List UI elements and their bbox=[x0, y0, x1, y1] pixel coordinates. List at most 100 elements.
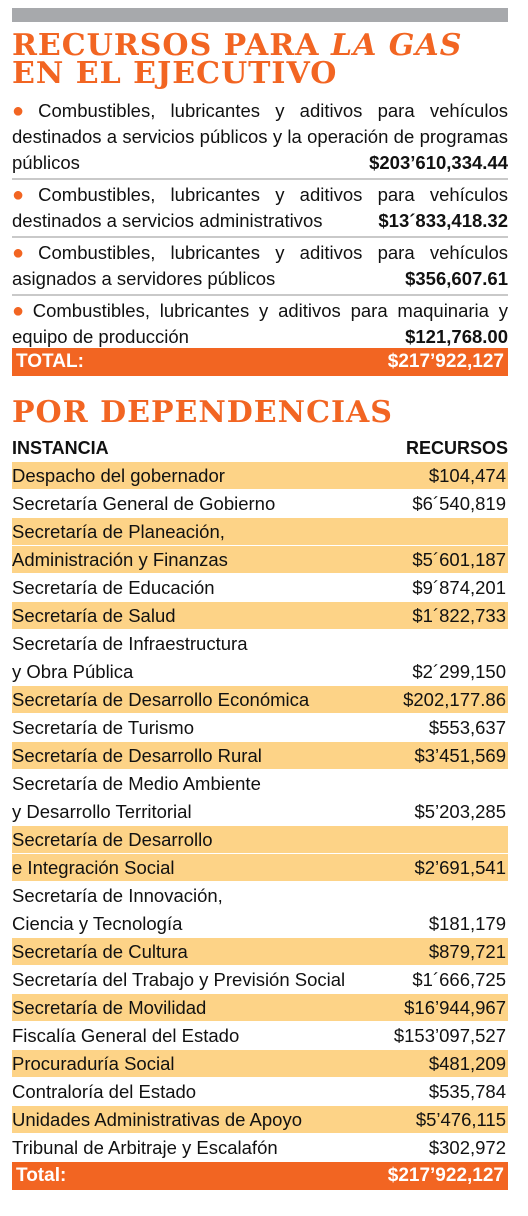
row-line: Ciencia y Tecnología $181,179 bbox=[12, 910, 508, 938]
row-line: Secretaría de Desarrollo Rural $3’451,569 bbox=[12, 742, 508, 770]
row-line: Secretaría de Cultura $879,721 bbox=[12, 938, 508, 966]
item-amount: $203’610,334.44 bbox=[369, 152, 508, 173]
resource-amount: $3’451,569 bbox=[414, 745, 506, 766]
table-row: Contraloría del Estado $535,784 bbox=[12, 1078, 508, 1106]
instance-name: Secretaría de Infraestructura bbox=[12, 633, 248, 654]
title-italic: LA GAS bbox=[330, 28, 463, 63]
table: Despacho del gobernador $104,474 Secretarí… bbox=[12, 462, 508, 1162]
row-line: Secretaría de Medio Ambiente bbox=[12, 770, 508, 798]
table-row: Secretaría de Infraestructura y Obra Públ… bbox=[12, 630, 508, 686]
resource-amount: $5´601,187 bbox=[412, 549, 506, 570]
total-amount: $217’922,127 bbox=[387, 351, 504, 372]
column-label: INSTANCIA bbox=[12, 438, 109, 458]
title-text: EN EL EJECUTIVO bbox=[12, 56, 338, 91]
row-line: Fiscalía General del Estado $153’097,527 bbox=[12, 1022, 508, 1050]
instance-name: Secretaría de Innovación, bbox=[12, 885, 223, 906]
instance-name: Secretaría de Salud bbox=[12, 605, 176, 626]
resource-amount: $535,784 bbox=[428, 1081, 506, 1102]
resource-amount: $481,209 bbox=[428, 1053, 506, 1074]
instance-name: Secretaría de Desarrollo Económica bbox=[12, 689, 310, 710]
row-line: Secretaría de Turismo $553,637 bbox=[12, 714, 508, 742]
item-text: Combustibles, lubricantes y aditivos par… bbox=[12, 300, 508, 347]
table-row: Secretaría General de Gobierno $6´540,819 bbox=[12, 490, 508, 518]
row-line: e Integración Social $2’691,541 bbox=[12, 854, 508, 882]
bullet: ● bbox=[12, 184, 35, 206]
instance-name: Secretaría de Movilidad bbox=[12, 997, 207, 1018]
row-line: y Obra Pública $2´299,150 bbox=[12, 658, 508, 686]
total-bar: Total: $217’922,127 bbox=[12, 1162, 508, 1190]
table-row: Secretaría de Medio Ambiente y Desarrollo… bbox=[12, 770, 508, 826]
resource-amount: $153’097,527 bbox=[393, 1025, 506, 1046]
column-label: RECURSOS bbox=[405, 438, 508, 458]
item: ● Combustibles, lubricantes y aditivos pa… bbox=[12, 182, 508, 238]
row-line: Procuraduría Social $481,209 bbox=[12, 1050, 508, 1078]
resource-amount: $2’691,541 bbox=[414, 857, 506, 878]
instance-name: Secretaría de Desarrollo bbox=[12, 829, 213, 850]
row-line: Tribunal de Arbitraje y Escalafón $302,97… bbox=[12, 1134, 508, 1162]
instance-name: Secretaría del Trabajo y Previsión Socia… bbox=[12, 969, 346, 990]
table-row: Secretaría del Trabajo y Previsión Socia… bbox=[12, 966, 508, 994]
row-line: Secretaría de Educación $9´874,201 bbox=[12, 574, 508, 602]
item-amount: $121,768.00 bbox=[405, 326, 508, 347]
table-row: Secretaría de Cultura $879,721 bbox=[12, 938, 508, 966]
item-amount: $13´833,418.32 bbox=[378, 210, 508, 231]
row-line: Despacho del gobernador $104,474 bbox=[12, 462, 508, 490]
table-row: Tribunal de Arbitraje y Escalafón $302,97… bbox=[12, 1134, 508, 1162]
instance-name: Fiscalía General del Estado bbox=[12, 1025, 240, 1046]
top-bar bbox=[12, 8, 508, 22]
table-row: Secretaría de Planeación, Administración … bbox=[12, 518, 508, 574]
instance-name: Secretaría de Educación bbox=[12, 577, 215, 598]
resource-amount: $1´822,733 bbox=[412, 605, 506, 626]
instance-name: Ciencia y Tecnología bbox=[12, 913, 183, 934]
table-row: Secretaría de Innovación, Ciencia y Tecno… bbox=[12, 882, 508, 938]
row-line: Secretaría de Innovación, bbox=[12, 882, 508, 910]
table-row: Fiscalía General del Estado $153’097,527 bbox=[12, 1022, 508, 1050]
table-row: Despacho del gobernador $104,474 bbox=[12, 462, 508, 490]
resource-amount: $181,179 bbox=[428, 913, 506, 934]
item: ● Combustibles, lubricantes y aditivos pa… bbox=[12, 298, 508, 352]
instance-name: Secretaría de Planeación, bbox=[12, 521, 225, 542]
instance-name: Despacho del gobernador bbox=[12, 465, 225, 486]
total-bar: TOTAL: $217’922,127 bbox=[12, 348, 508, 376]
resource-amount: $9´874,201 bbox=[412, 577, 506, 598]
row-line: Secretaría de Infraestructura bbox=[12, 630, 508, 658]
table-row: Secretaría de Desarrollo e Integración So… bbox=[12, 826, 508, 882]
table-row: Secretaría de Movilidad $16’944,967 bbox=[12, 994, 508, 1022]
total-amount: $217’922,127 bbox=[387, 1165, 504, 1186]
instance-name: Procuraduría Social bbox=[12, 1053, 175, 1074]
table-row: Unidades Administrativas de Apoyo $5’476,… bbox=[12, 1106, 508, 1134]
instance-name: Administración y Finanzas bbox=[12, 549, 228, 570]
item-text: Combustibles, lubricantes y aditivos par… bbox=[12, 242, 508, 289]
instance-name: Secretaría de Turismo bbox=[12, 717, 194, 738]
row-line: Contraloría del Estado $535,784 bbox=[12, 1078, 508, 1106]
row-line: Secretaría de Desarrollo bbox=[12, 826, 508, 854]
bullet: ● bbox=[12, 242, 35, 264]
item-amount: $356,607.61 bbox=[405, 268, 508, 289]
instance-name: y Obra Pública bbox=[12, 661, 134, 682]
instance-name: Tribunal de Arbitraje y Escalafón bbox=[12, 1137, 278, 1158]
row-line: y Desarrollo Territorial $5’203,285 bbox=[12, 798, 508, 826]
resource-amount: $302,972 bbox=[428, 1137, 506, 1158]
item: ● Combustibles, lubricantes y aditivos pa… bbox=[12, 240, 508, 296]
row-line: Administración y Finanzas $5´601,187 bbox=[12, 546, 508, 574]
column-header: INSTANCIA RECURSOS bbox=[12, 436, 508, 460]
total-label: TOTAL: bbox=[16, 351, 84, 372]
instance-name: Secretaría de Desarrollo Rural bbox=[12, 745, 262, 766]
title: RECURSOS PARA LA GAS EN EL EJECUTIVO bbox=[12, 31, 512, 91]
table-row: Secretaría de Desarrollo Económica $202,1… bbox=[12, 686, 508, 714]
instance-name: Unidades Administrativas de Apoyo bbox=[12, 1109, 303, 1130]
table-row: Procuraduría Social $481,209 bbox=[12, 1050, 508, 1078]
item-list: ● Combustibles, lubricantes y aditivos pa… bbox=[12, 98, 508, 354]
resource-amount: $5’476,115 bbox=[415, 1109, 506, 1130]
bullet: ● bbox=[12, 300, 29, 322]
total-label: Total: bbox=[16, 1165, 67, 1186]
row-line: Secretaría de Movilidad $16’944,967 bbox=[12, 994, 508, 1022]
resource-amount: $202,177.86 bbox=[403, 689, 506, 710]
table-row: Secretaría de Salud $1´822,733 bbox=[12, 602, 508, 630]
title-text: RECURSOS PARA bbox=[12, 28, 331, 63]
resource-amount: $5’203,285 bbox=[414, 801, 506, 822]
bullet: ● bbox=[12, 100, 35, 122]
item: ● Combustibles, lubricantes y aditivos pa… bbox=[12, 98, 508, 180]
table-row: Secretaría de Educación $9´874,201 bbox=[12, 574, 508, 602]
